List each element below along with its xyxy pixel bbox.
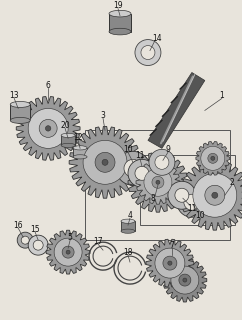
- Text: 6: 6: [46, 81, 51, 90]
- Circle shape: [163, 256, 177, 270]
- Circle shape: [62, 246, 74, 258]
- Circle shape: [102, 159, 108, 165]
- Text: 14: 14: [152, 34, 162, 43]
- Circle shape: [205, 185, 225, 205]
- Text: 12: 12: [73, 133, 83, 142]
- Circle shape: [150, 174, 166, 190]
- Ellipse shape: [10, 101, 30, 108]
- Ellipse shape: [121, 229, 135, 233]
- Polygon shape: [69, 126, 141, 198]
- Polygon shape: [148, 73, 205, 148]
- Circle shape: [28, 235, 48, 255]
- Circle shape: [152, 176, 164, 188]
- Polygon shape: [136, 160, 180, 204]
- Ellipse shape: [10, 117, 30, 124]
- Circle shape: [128, 159, 156, 187]
- Text: 5: 5: [68, 233, 73, 242]
- Circle shape: [135, 166, 149, 180]
- Circle shape: [184, 194, 200, 210]
- Circle shape: [135, 40, 161, 66]
- Text: 15: 15: [30, 225, 40, 234]
- Circle shape: [168, 261, 172, 265]
- Circle shape: [66, 250, 70, 254]
- Bar: [10, 104, 30, 120]
- Circle shape: [149, 149, 175, 175]
- Circle shape: [39, 119, 57, 137]
- Circle shape: [175, 188, 189, 202]
- Bar: [121, 221, 135, 231]
- Circle shape: [139, 163, 177, 201]
- Circle shape: [144, 168, 172, 196]
- Text: 19: 19: [113, 1, 123, 10]
- Text: 8: 8: [151, 194, 155, 203]
- Circle shape: [208, 153, 218, 163]
- Polygon shape: [196, 141, 230, 175]
- Circle shape: [171, 266, 199, 294]
- Circle shape: [116, 151, 150, 185]
- Circle shape: [212, 192, 218, 198]
- Circle shape: [141, 45, 155, 60]
- Text: 2: 2: [229, 178, 234, 187]
- Circle shape: [28, 108, 68, 148]
- Polygon shape: [180, 160, 242, 230]
- Text: 20: 20: [60, 121, 70, 130]
- Ellipse shape: [61, 143, 75, 148]
- Circle shape: [54, 238, 82, 266]
- Bar: [61, 135, 75, 145]
- Ellipse shape: [73, 155, 87, 159]
- Circle shape: [17, 232, 33, 248]
- Text: 4: 4: [128, 211, 132, 220]
- Bar: [109, 14, 131, 32]
- Ellipse shape: [73, 146, 87, 150]
- Text: 7: 7: [169, 241, 174, 250]
- Circle shape: [201, 146, 225, 170]
- Polygon shape: [163, 258, 207, 302]
- Circle shape: [33, 240, 43, 250]
- Circle shape: [193, 173, 237, 217]
- Text: 11: 11: [187, 204, 197, 213]
- Text: 10: 10: [123, 145, 133, 154]
- Circle shape: [156, 180, 160, 184]
- Circle shape: [124, 159, 142, 177]
- Circle shape: [155, 248, 185, 278]
- Text: 17: 17: [93, 237, 103, 246]
- Ellipse shape: [61, 133, 75, 138]
- Polygon shape: [46, 230, 90, 274]
- Circle shape: [21, 236, 29, 244]
- Circle shape: [183, 278, 187, 282]
- Circle shape: [156, 180, 160, 185]
- Circle shape: [168, 181, 196, 209]
- Circle shape: [95, 152, 115, 172]
- Circle shape: [179, 274, 191, 286]
- Circle shape: [211, 156, 215, 160]
- Circle shape: [83, 140, 127, 184]
- Polygon shape: [128, 152, 188, 212]
- Text: 1: 1: [219, 91, 224, 100]
- Ellipse shape: [121, 219, 135, 223]
- Text: 18: 18: [123, 248, 133, 257]
- Text: 9: 9: [166, 145, 170, 154]
- Text: 13: 13: [9, 91, 19, 100]
- Text: 11: 11: [135, 151, 145, 160]
- Polygon shape: [146, 239, 194, 287]
- Ellipse shape: [109, 10, 131, 17]
- Ellipse shape: [109, 28, 131, 35]
- Text: 10: 10: [195, 211, 205, 220]
- Circle shape: [155, 155, 169, 169]
- Circle shape: [45, 126, 51, 131]
- Text: 16: 16: [13, 221, 23, 230]
- Circle shape: [177, 187, 207, 217]
- Text: 3: 3: [101, 111, 106, 120]
- Polygon shape: [16, 97, 80, 160]
- Bar: [73, 148, 87, 157]
